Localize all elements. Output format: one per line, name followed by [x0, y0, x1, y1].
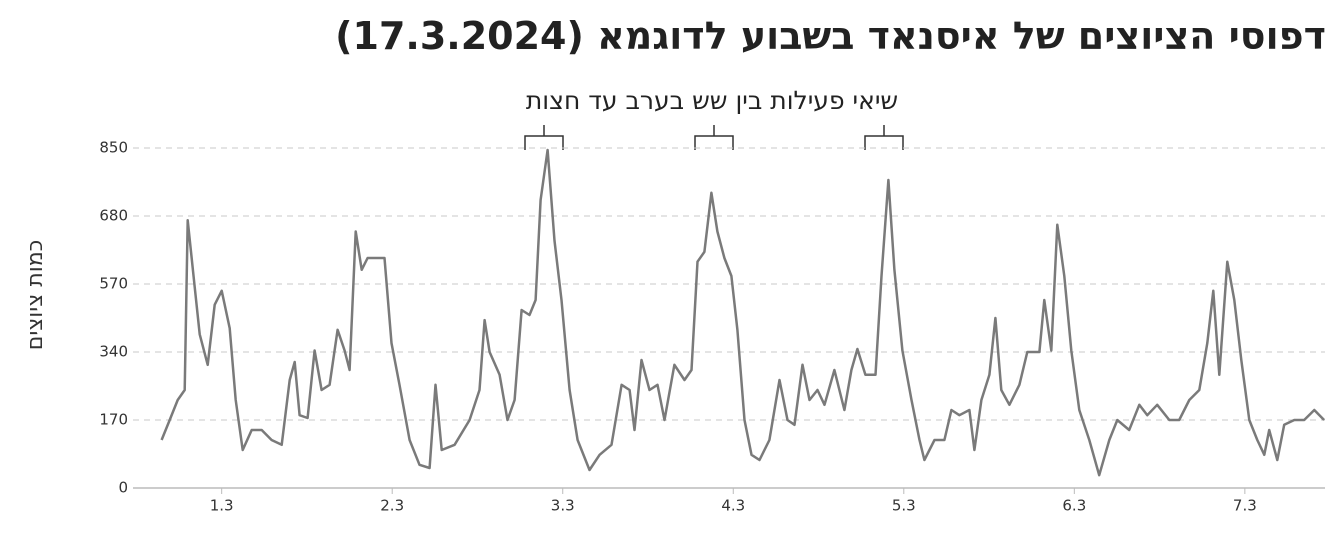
- x-tick-label: 3.3: [551, 497, 575, 515]
- y-tick-label: 170: [99, 411, 128, 429]
- bracket: [694, 125, 734, 150]
- y-tick-label: 680: [99, 207, 128, 225]
- x-tick-label: 7.3: [1233, 497, 1257, 515]
- bracket: [524, 125, 564, 150]
- y-axis-label: כמות ציוצים: [23, 240, 48, 351]
- annotation-brackets: [524, 125, 904, 150]
- x-tick-label: 5.3: [892, 497, 916, 515]
- y-tick-label: 340: [99, 343, 128, 361]
- x-tick-label: 6.3: [1062, 497, 1086, 515]
- x-tick-label: 4.3: [721, 497, 745, 515]
- chart-title: דפוסי הציוצים של איסנאד בשבוע לדוגמא (17…: [335, 14, 1326, 58]
- bracket: [864, 125, 904, 150]
- x-tick-label: 2.3: [380, 497, 404, 515]
- y-tick-label: 570: [99, 275, 128, 293]
- y-tick-label: 0: [118, 479, 128, 497]
- line: [160, 148, 1325, 477]
- chart-subtitle: שיאי פעילות בין שש בערב עד חצות: [525, 86, 899, 115]
- x-tick-label: 1.3: [210, 497, 234, 515]
- y-tick-label: 850: [99, 139, 128, 157]
